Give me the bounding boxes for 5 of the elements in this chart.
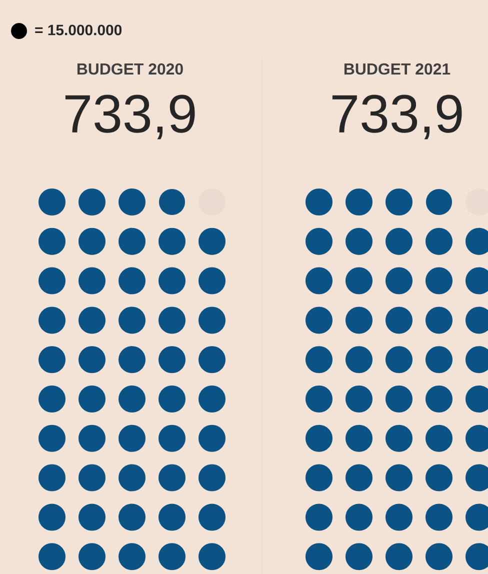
category-label: BUDGET 2020 [77, 63, 183, 75]
category-label: BUDGET 2021 [344, 63, 450, 75]
text: = 15.000.000 [35, 24, 122, 36]
data-label: 733,9 [65, 94, 195, 140]
data-label: 733,9 [332, 94, 462, 140]
